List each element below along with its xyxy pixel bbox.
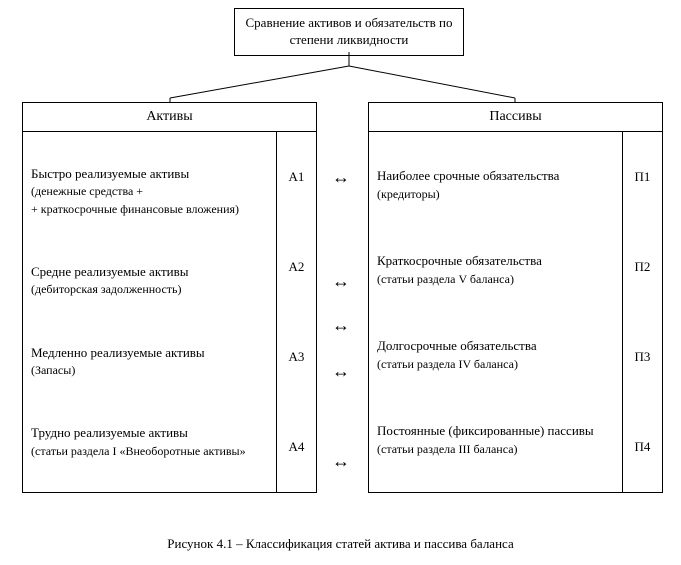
liability-main: Краткосрочные обязательства: [377, 253, 542, 268]
asset-sub: (Запасы): [31, 363, 75, 377]
assets-codes: А1 А2 А3 А4: [276, 132, 316, 492]
figure-caption: Рисунок 4.1 – Классификация статей актив…: [0, 536, 681, 552]
double-arrow-icon: ↔: [332, 272, 350, 290]
asset-item: Медленно реализуемые активы (Запасы): [31, 344, 268, 379]
asset-sub: (денежные средства ++ краткосрочные фина…: [31, 184, 239, 216]
liability-main: Наиболее срочные обязательства: [377, 168, 559, 183]
asset-main: Медленно реализуемые активы: [31, 345, 205, 360]
liability-item: Краткосрочные обязательства (статьи разд…: [377, 252, 614, 287]
asset-main: Трудно реализуемые активы: [31, 425, 188, 440]
liabilities-codes: П1 П2 П3 П4: [622, 132, 662, 492]
asset-code: А3: [277, 349, 316, 365]
liability-sub: (кредиторы): [377, 187, 440, 201]
branch-connector: [0, 0, 681, 110]
liabilities-column: Пассивы Наиболее срочные обязательства (…: [368, 102, 663, 493]
asset-sub: (статьи раздела I «Внеоборотные активы»: [31, 444, 246, 458]
asset-item: Быстро реализуемые активы (денежные сред…: [31, 165, 268, 218]
liability-sub: (статьи раздела V баланса): [377, 272, 514, 286]
liabilities-header: Пассивы: [369, 103, 662, 132]
asset-main: Быстро реализуемые активы: [31, 166, 189, 181]
assets-column: Активы Быстро реализуемые активы (денежн…: [22, 102, 317, 493]
liability-sub: (статьи раздела IV баланса): [377, 357, 518, 371]
asset-item: Средне реализуемые активы (дебиторская з…: [31, 263, 268, 298]
asset-code: А1: [277, 169, 316, 185]
liability-code: П4: [623, 439, 662, 455]
liability-sub: (статьи раздела III баланса): [377, 442, 518, 456]
liability-item: Постоянные (фиксированные) пассивы (стат…: [377, 422, 614, 457]
caption-text: Рисунок 4.1 – Классификация статей актив…: [167, 536, 513, 551]
liability-main: Постоянные (фиксированные) пассивы: [377, 423, 594, 438]
liability-item: Наиболее срочные обязательства (кредитор…: [377, 167, 614, 202]
double-arrow-icon: ↔: [332, 316, 350, 334]
liability-code: П3: [623, 349, 662, 365]
double-arrow-icon: ↔: [332, 362, 350, 380]
asset-item: Трудно реализуемые активы (статьи раздел…: [31, 424, 268, 459]
assets-items: Быстро реализуемые активы (денежные сред…: [23, 132, 276, 492]
liability-code: П1: [623, 169, 662, 185]
asset-code: А4: [277, 439, 316, 455]
double-arrow-icon: ↔: [332, 452, 350, 470]
double-arrow-icon: ↔: [332, 168, 350, 186]
liability-item: Долгосрочные обязательства (статьи разде…: [377, 337, 614, 372]
liability-code: П2: [623, 259, 662, 275]
asset-main: Средне реализуемые активы: [31, 264, 189, 279]
asset-sub: (дебиторская задолженность): [31, 282, 182, 296]
liabilities-items: Наиболее срочные обязательства (кредитор…: [369, 132, 622, 492]
asset-code: А2: [277, 259, 316, 275]
assets-header: Активы: [23, 103, 316, 132]
liability-main: Долгосрочные обязательства: [377, 338, 537, 353]
